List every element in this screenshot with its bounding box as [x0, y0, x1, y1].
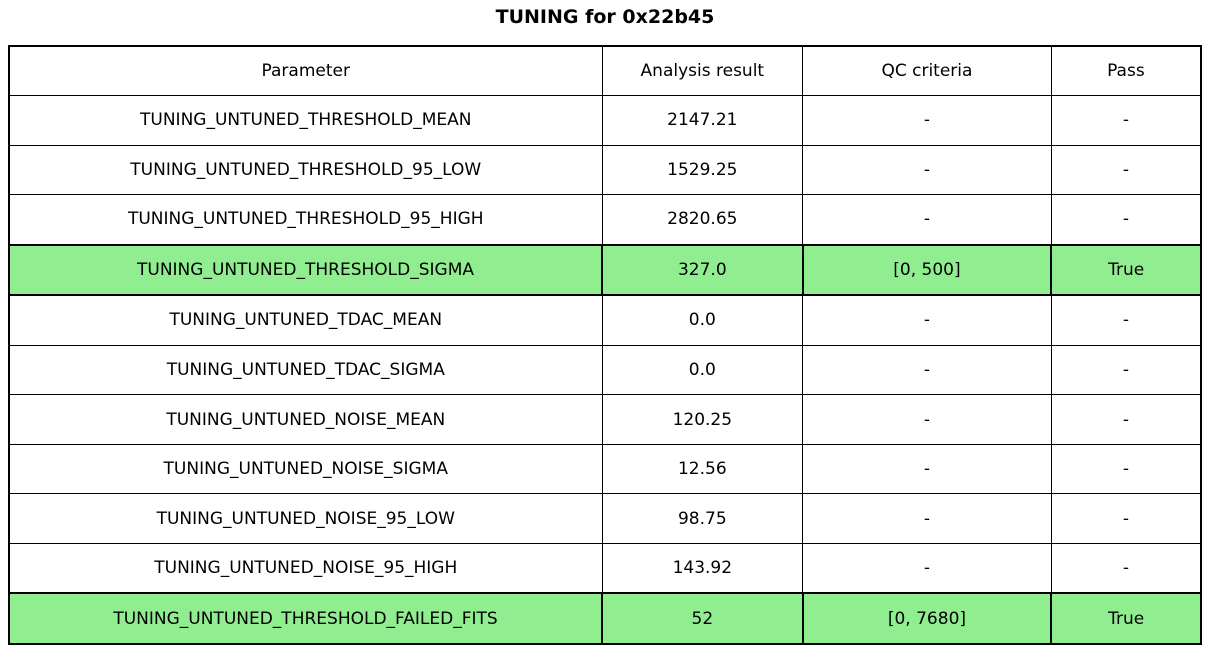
cell-parameter: TUNING_UNTUNED_NOISE_95_HIGH [8, 542, 603, 594]
cell-analysis-result: 143.92 [601, 542, 804, 594]
cell-qc-criteria: - [802, 344, 1052, 396]
cell-parameter: TUNING_UNTUNED_TDAC_MEAN [8, 294, 603, 346]
cell-qc-criteria: - [802, 493, 1052, 544]
table-row: TUNING_UNTUNED_THRESHOLD_MEAN 2147.21- - [8, 95, 1202, 146]
cell-parameter: TUNING_UNTUNED_THRESHOLD_FAILED_FITS [7, 592, 604, 645]
cell-parameter: TUNING_UNTUNED_THRESHOLD_95_LOW [8, 144, 603, 196]
table-body: TUNING_UNTUNED_THRESHOLD_MEAN 2147.21- - TU… [7, 95, 1202, 645]
cell-parameter: TUNING_UNTUNED_NOISE_95_LOW [8, 493, 603, 544]
table-row: TUNING_UNTUNED_THRESHOLD_SIGMA 327.0 [0, 5… [7, 243, 1202, 297]
table-row: TUNING_UNTUNED_NOISE_SIGMA 12.56- - [8, 443, 1202, 495]
cell-qc-criteria: [0, 500] [801, 243, 1053, 297]
cell-parameter: TUNING_UNTUNED_THRESHOLD_SIGMA [7, 243, 604, 297]
cell-pass: - [1050, 294, 1202, 346]
cell-qc-criteria: - [802, 394, 1052, 445]
cell-qc-criteria: - [802, 443, 1052, 495]
cell-parameter: TUNING_UNTUNED_THRESHOLD_95_HIGH [8, 194, 603, 246]
cell-analysis-result: 12.56 [601, 443, 804, 495]
table-row: TUNING_UNTUNED_THRESHOLD_95_LOW 1529.25- - [8, 144, 1202, 196]
table-row: TUNING_UNTUNED_THRESHOLD_FAILED_FITS 52 [0… [7, 592, 1202, 645]
cell-parameter: TUNING_UNTUNED_NOISE_MEAN [8, 394, 603, 445]
column-header-pass: Pass [1050, 45, 1202, 96]
cell-qc-criteria: - [802, 194, 1052, 246]
cell-analysis-result: 327.0 [601, 243, 804, 297]
page-title: TUNING for 0x22b45 [495, 6, 715, 28]
cell-analysis-result: 2147.21 [601, 95, 804, 146]
table-row: TUNING_UNTUNED_NOISE_95_HIGH 143.92- - [8, 542, 1202, 594]
table-row: TUNING_UNTUNED_NOISE_MEAN 120.25- - [8, 394, 1202, 445]
cell-pass: True [1050, 592, 1202, 645]
cell-parameter: TUNING_UNTUNED_THRESHOLD_MEAN [8, 95, 603, 146]
column-header-analysis-result: Analysis result [601, 45, 804, 96]
cell-qc-criteria: - [802, 294, 1052, 346]
table-row: TUNING_UNTUNED_TDAC_SIGMA 0.0- - [8, 344, 1202, 396]
cell-qc-criteria: [0, 7680] [801, 592, 1053, 645]
cell-pass: - [1050, 394, 1202, 445]
cell-analysis-result: 1529.25 [601, 144, 804, 196]
table-row: TUNING_UNTUNED_NOISE_95_LOW 98.75- - [8, 493, 1202, 544]
cell-analysis-result: 52 [601, 592, 804, 645]
column-header-parameter: Parameter [8, 45, 603, 96]
cell-qc-criteria: - [802, 95, 1052, 146]
cell-pass: - [1050, 144, 1202, 196]
cell-analysis-result: 2820.65 [601, 194, 804, 246]
cell-pass: True [1050, 243, 1202, 297]
cell-pass: - [1050, 194, 1202, 246]
table-row: TUNING_UNTUNED_THRESHOLD_95_HIGH 2820.65-… [8, 194, 1202, 246]
cell-analysis-result: 120.25 [601, 394, 804, 445]
cell-pass: - [1050, 443, 1202, 495]
cell-analysis-result: 0.0 [601, 294, 804, 346]
cell-qc-criteria: - [802, 144, 1052, 196]
cell-qc-criteria: - [802, 542, 1052, 594]
cell-analysis-result: 0.0 [601, 344, 804, 396]
header-row: Parameter Analysis result QC criteria Pa… [8, 45, 1202, 96]
cell-parameter: TUNING_UNTUNED_NOISE_SIGMA [8, 443, 603, 495]
cell-pass: - [1050, 493, 1202, 544]
table-row: TUNING_UNTUNED_TDAC_MEAN 0.0- - [8, 294, 1202, 346]
cell-parameter: TUNING_UNTUNED_TDAC_SIGMA [8, 344, 603, 396]
cell-pass: - [1050, 542, 1202, 594]
cell-pass: - [1050, 344, 1202, 396]
cell-pass: - [1050, 95, 1202, 146]
column-header-qc-criteria: QC criteria [802, 45, 1052, 96]
qc-results-table: Parameter Analysis result QC criteria Pa… [7, 45, 1202, 645]
cell-analysis-result: 98.75 [601, 493, 804, 544]
